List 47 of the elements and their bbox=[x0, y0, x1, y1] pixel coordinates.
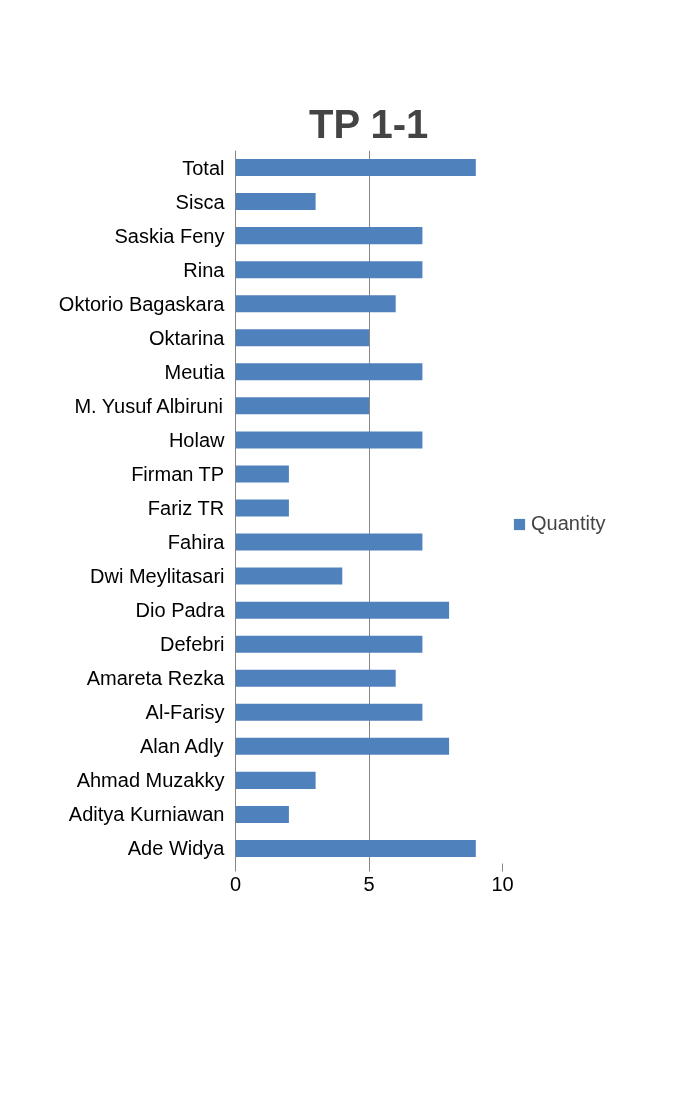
y-tick-label: Oktorio Bagaskara bbox=[58, 292, 226, 315]
bar bbox=[235, 499, 289, 517]
x-tick-label: 10 bbox=[491, 872, 514, 895]
bar bbox=[235, 669, 396, 687]
y-tick-label: Sisca bbox=[175, 190, 226, 213]
y-tick-label: Ade Widya bbox=[127, 837, 226, 860]
y-tick-label: Defebri bbox=[160, 633, 225, 656]
y-tick-label: Firman TP bbox=[131, 462, 225, 485]
y-tick-label: Al-Farisy bbox=[145, 701, 225, 724]
bar bbox=[235, 567, 343, 585]
bar bbox=[235, 159, 476, 177]
y-tick-label: Amareta Rezka bbox=[86, 667, 226, 690]
bar bbox=[235, 737, 450, 755]
x-tick-label: 5 bbox=[363, 872, 375, 895]
bar bbox=[235, 601, 450, 619]
bar bbox=[235, 703, 423, 721]
y-tick-label: Fahira bbox=[167, 531, 226, 554]
bar bbox=[235, 635, 423, 653]
bar bbox=[235, 839, 476, 857]
bar bbox=[235, 295, 396, 313]
bar bbox=[235, 533, 423, 551]
bar bbox=[235, 363, 423, 381]
bar bbox=[235, 227, 423, 245]
y-tick-label: Oktarina bbox=[148, 326, 226, 349]
bar bbox=[235, 431, 423, 449]
y-tick-label: Aditya Kurniawan bbox=[68, 803, 225, 826]
y-tick-label: Rina bbox=[183, 258, 226, 281]
legend-label: Quantity bbox=[531, 512, 606, 535]
bar bbox=[235, 397, 369, 415]
y-tick-label: Dio Padra bbox=[135, 599, 226, 622]
bar bbox=[235, 329, 369, 347]
chart-title: TP 1-1 bbox=[308, 101, 429, 146]
y-tick-label: Ahmad Muzakky bbox=[76, 769, 225, 792]
y-tick-label: Dwi Meylitasari bbox=[90, 565, 225, 588]
bar bbox=[235, 771, 316, 789]
y-tick-label: Holaw bbox=[168, 428, 226, 451]
y-tick-label: Total bbox=[182, 156, 225, 179]
y-tick-label: Fariz TR bbox=[147, 497, 225, 519]
y-tick-label: M. Yusuf Albiruni bbox=[74, 394, 224, 417]
bar bbox=[235, 261, 423, 279]
y-tick-label: Alan Adly bbox=[140, 735, 224, 758]
y-tick-label: Saskia Feny bbox=[114, 224, 225, 247]
bar bbox=[235, 805, 289, 823]
bar bbox=[235, 193, 316, 211]
bar bbox=[235, 465, 289, 483]
y-tick-label: Meutia bbox=[164, 360, 226, 383]
x-tick-label: 0 bbox=[229, 872, 242, 895]
